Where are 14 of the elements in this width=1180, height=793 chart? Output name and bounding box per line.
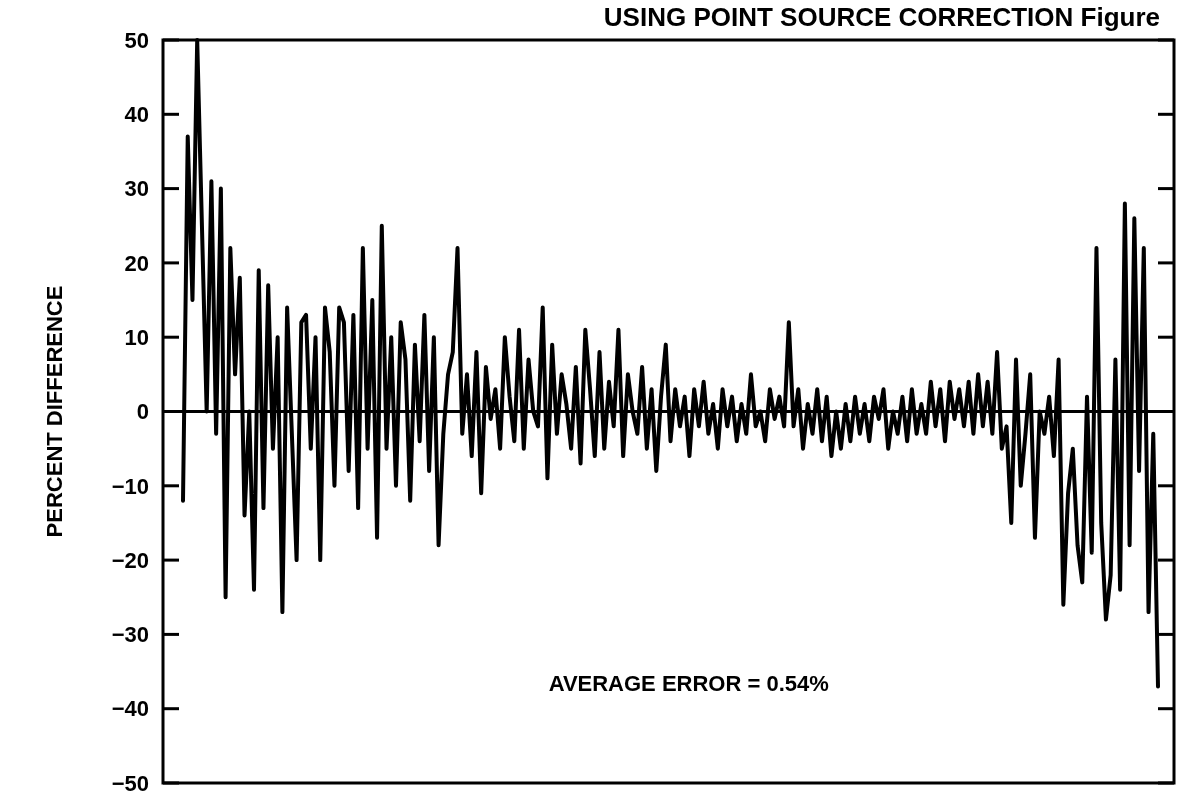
y-tick-label: −50 — [111, 770, 149, 793]
y-tick-label: −40 — [111, 696, 149, 722]
y-tick-label: −30 — [111, 622, 149, 648]
y-tick-label: 30 — [124, 176, 149, 202]
y-tick-label: −20 — [111, 547, 149, 573]
y-tick-label: 0 — [136, 399, 149, 425]
y-tick-label: −10 — [111, 473, 149, 499]
annotation: AVERAGE ERROR = 0.54% — [548, 671, 829, 696]
y-tick-label: 20 — [124, 250, 149, 276]
y-axis-title: PERCENT DIFFERENCE — [42, 285, 67, 538]
y-tick-label: 50 — [124, 27, 149, 53]
y-tick-label: 10 — [124, 324, 149, 350]
chart-title: USING POINT SOURCE CORRECTION Figure — [603, 2, 1160, 32]
y-tick-label: 40 — [124, 102, 149, 127]
